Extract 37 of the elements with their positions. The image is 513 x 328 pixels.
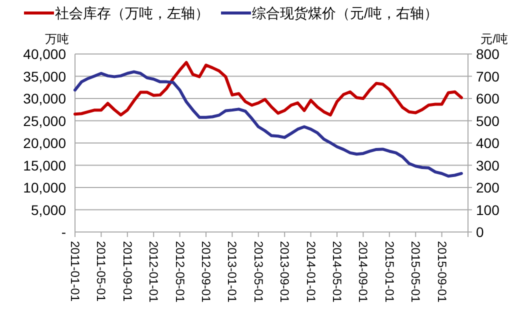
x-tick-label: 2015-05-01: [408, 241, 423, 303]
y2-tick-label: 300: [476, 157, 500, 174]
y-axis-title: 万吨: [45, 32, 69, 46]
y-tick-label: -: [61, 224, 66, 240]
y2-tick-label: 700: [476, 68, 500, 84]
x-tick-label: 2015-01-01: [382, 241, 396, 303]
x-tick-label: 2011-01-01: [68, 241, 82, 302]
y2-tick-label: 600: [476, 90, 500, 106]
y-tick-label: 40,000: [23, 46, 66, 62]
y-tick-label: 10,000: [23, 180, 66, 196]
x-tick-label: 2013-01-01: [225, 241, 240, 303]
y-tick-label: 15,000: [23, 157, 66, 174]
y2-tick-label: 100: [476, 202, 500, 218]
x-tick-label: 2015-09-01: [434, 241, 449, 303]
x-tick-label: 2012-01-01: [146, 241, 161, 303]
legend-label: 综合现货煤价（元/吨，右轴）: [252, 5, 438, 21]
y-tick-label: 20,000: [23, 135, 66, 151]
y2-axis-title: 元/吨: [480, 32, 508, 46]
x-tick-label: 2014-01-01: [304, 241, 318, 303]
y2-tick-label: 800: [476, 46, 500, 62]
x-tick-label: 2013-09-01: [278, 241, 292, 303]
x-tick-label: 2014-09-01: [356, 241, 370, 303]
x-tick-label: 2012-05-01: [172, 241, 187, 303]
x-tick-label: 2011-05-01: [94, 241, 108, 302]
x-tick-label: 2011-09-01: [120, 241, 134, 302]
legend-label: 社会库存（万吨，左轴）: [55, 5, 209, 21]
y-tick-label: 30,000: [23, 90, 66, 106]
y2-tick-label: 500: [476, 112, 500, 129]
y2-tick-label: 400: [476, 135, 500, 151]
y-tick-label: 35,000: [23, 68, 66, 84]
x-tick-label: 2014-05-01: [330, 241, 344, 303]
x-tick-label: 2013-05-01: [251, 241, 266, 303]
y2-tick-label: 0: [476, 224, 484, 240]
y-tick-label: 25,000: [23, 112, 66, 129]
x-tick-label: 2012-09-01: [199, 241, 213, 303]
y-tick-label: 5,000: [30, 202, 66, 218]
y2-tick-label: 200: [476, 180, 500, 196]
